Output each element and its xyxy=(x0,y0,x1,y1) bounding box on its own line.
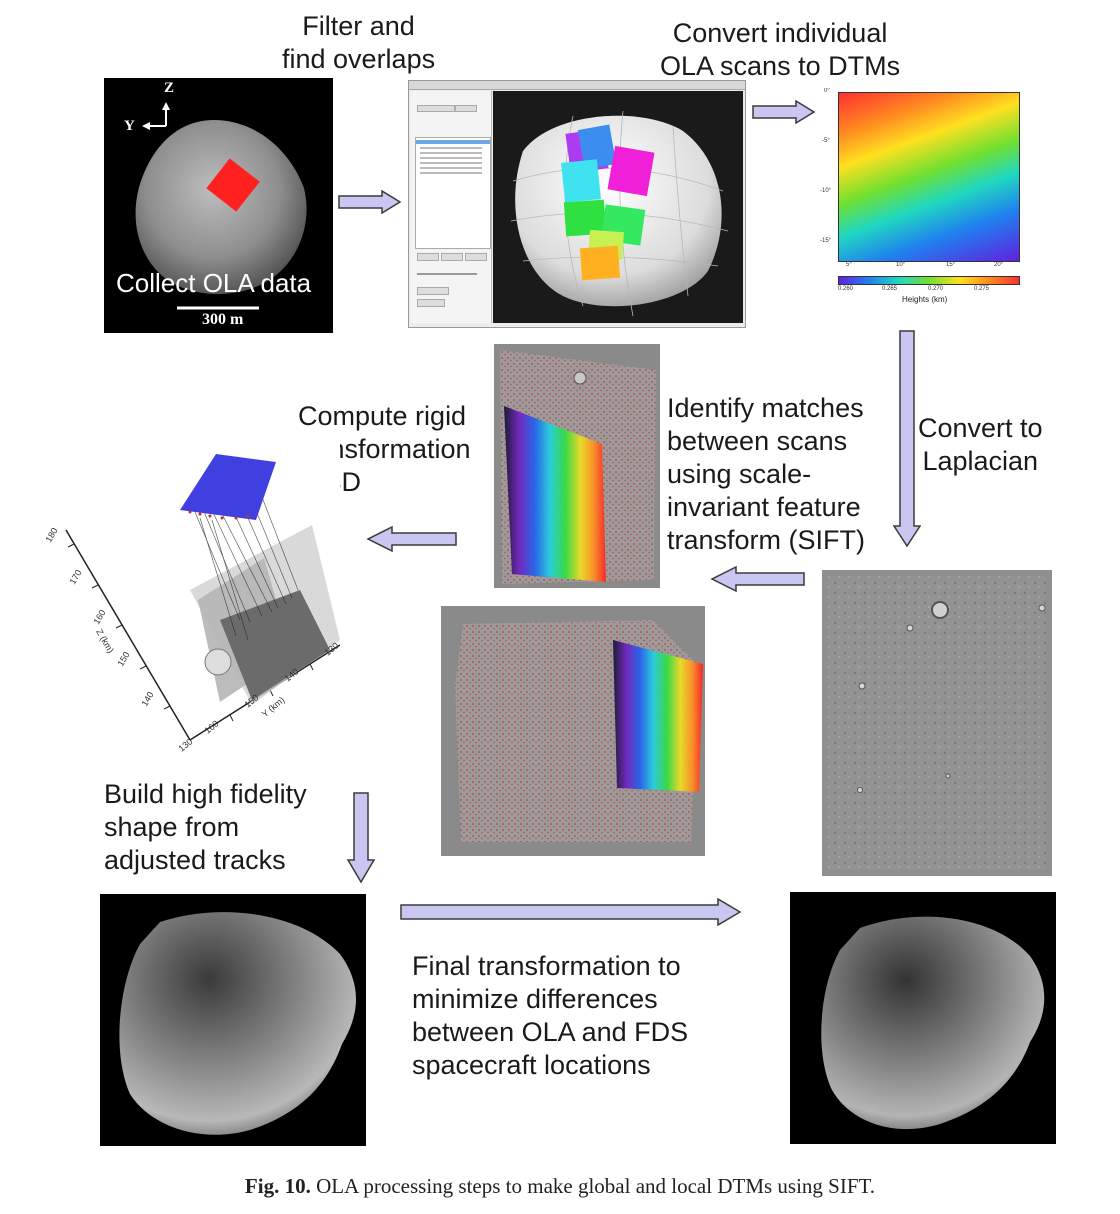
arrow-left-1 xyxy=(710,566,805,592)
window-titlebar xyxy=(409,81,745,90)
dtm-colorbar xyxy=(838,276,1020,285)
arrow-right-2 xyxy=(752,100,816,124)
dtm-y-tick-3: -15° xyxy=(820,238,832,244)
colorbar-tick-0: 0.260 xyxy=(838,286,854,292)
dtm-y-tick-1: -5° xyxy=(822,138,830,144)
window-sidebar xyxy=(411,91,492,323)
colorbar-tick-3: 0.275 xyxy=(974,286,990,292)
rigid-transform-3d-panel: 180 170 160 150 140 130 130 140 150 160 … xyxy=(40,440,340,760)
step-convert-dtm-label: Convert individual OLA scans to DTMs xyxy=(660,18,901,81)
dtm-image xyxy=(838,92,1020,262)
arrow-left-2 xyxy=(366,526,457,552)
step-final-transform-label: Final transformation to minimize differe… xyxy=(412,951,689,1080)
colorbar-tick-1: 0.265 xyxy=(882,286,898,292)
axis-z-label: Z xyxy=(164,80,175,96)
dtm-x-tick-0: 5° xyxy=(846,262,852,268)
dtm-x-tick-3: 20° xyxy=(994,262,1004,268)
arrow-down-1 xyxy=(893,330,921,548)
high-fidelity-shape-panel xyxy=(100,894,366,1146)
figure-caption: Fig. 10. OLA processing steps to make gl… xyxy=(0,1174,1120,1199)
figure-caption-text: OLA processing steps to make global and … xyxy=(316,1174,876,1198)
laplacian-panel xyxy=(822,570,1052,876)
colorbar-tick-2: 0.270 xyxy=(928,286,944,292)
ola-patch xyxy=(206,158,260,212)
colorbar-label: Heights (km) xyxy=(902,295,948,304)
dtm-heightmap-panel: 0° -5° -10° -15° 5° 10° 15° 20° 0.260 0.… xyxy=(818,88,1030,312)
step-convert-laplacian-label: Convert to Laplacian xyxy=(918,413,1043,476)
asteroid-render xyxy=(135,102,307,310)
overlap-software-window xyxy=(408,80,746,328)
step-identify-matches-label: Identify matches between scans using sca… xyxy=(667,393,866,555)
sift-matches-lower-panel xyxy=(441,606,705,856)
arrow-right-1 xyxy=(338,190,402,214)
dtm-x-tick-2: 15° xyxy=(946,262,956,268)
sift-matches-upper-panel xyxy=(494,344,660,588)
dtm-x-tick-1: 10° xyxy=(896,262,906,268)
arrow-down-2 xyxy=(346,792,376,884)
dtm-y-tick-2: -10° xyxy=(820,188,832,194)
arrow-right-3 xyxy=(400,898,742,926)
axis-y-label: Y xyxy=(124,118,135,134)
step-build-shape-label: Build high fidelity shape from adjusted … xyxy=(104,779,307,875)
collect-ola-label: Collect OLA data xyxy=(116,268,312,298)
final-shape-panel xyxy=(790,892,1056,1144)
overlap-3d-view xyxy=(493,91,743,323)
asteroid-collect-panel: Z Y Collect OLA data 300 m xyxy=(104,78,333,333)
scale-bar-label: 300 m xyxy=(202,311,244,328)
figure-caption-label: Fig. 10. xyxy=(244,1174,311,1198)
step-filter-label: Filter and find overlaps xyxy=(282,11,436,74)
dtm-y-tick-0: 0° xyxy=(824,88,830,94)
